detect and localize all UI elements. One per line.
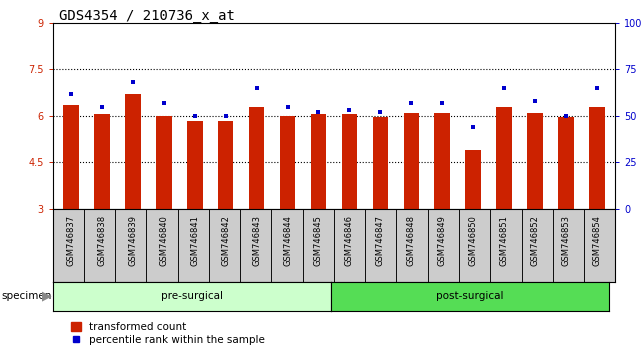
Bar (249, 107, 264, 209)
Point (221, 113, 231, 119)
Bar (156, 116, 172, 209)
Bar (558, 118, 574, 209)
Point (159, 100, 169, 106)
Point (468, 124, 478, 130)
Point (592, 85, 602, 91)
Text: GDS4354 / 210736_x_at: GDS4354 / 210736_x_at (59, 9, 235, 23)
Bar (465, 150, 481, 209)
Bar (63, 105, 79, 209)
Bar (589, 107, 604, 209)
Bar (146, 209, 178, 282)
Bar (115, 209, 146, 282)
Text: GSM746838: GSM746838 (97, 215, 106, 266)
Point (375, 109, 385, 115)
Text: ▶: ▶ (42, 290, 52, 303)
Point (530, 98, 540, 104)
Text: GSM746837: GSM746837 (67, 215, 76, 266)
Text: GSM746840: GSM746840 (160, 215, 169, 266)
Point (344, 108, 354, 113)
Point (251, 85, 262, 91)
Point (190, 113, 200, 119)
Text: GSM746841: GSM746841 (190, 215, 199, 266)
Bar (84, 209, 115, 282)
Bar (334, 209, 365, 282)
Bar (553, 209, 584, 282)
Bar (280, 116, 296, 209)
Bar (271, 209, 303, 282)
Point (313, 109, 324, 115)
Bar (528, 113, 543, 209)
Bar (397, 209, 428, 282)
Text: GSM746846: GSM746846 (345, 215, 354, 266)
Bar (303, 209, 334, 282)
Point (437, 100, 447, 106)
Bar (496, 107, 512, 209)
Bar (365, 209, 397, 282)
Text: pre-surgical: pre-surgical (161, 291, 222, 301)
Bar (94, 114, 110, 209)
Text: GSM746839: GSM746839 (128, 215, 137, 266)
Point (561, 113, 571, 119)
Point (406, 100, 417, 106)
Bar (522, 209, 553, 282)
Bar (125, 94, 140, 209)
Point (97, 104, 107, 109)
Text: GSM746847: GSM746847 (376, 215, 385, 266)
Text: GSM746853: GSM746853 (562, 215, 570, 266)
Bar (490, 209, 522, 282)
Bar (311, 114, 326, 209)
Text: GSM746854: GSM746854 (592, 215, 601, 266)
Text: GSM746851: GSM746851 (499, 215, 508, 266)
Bar (428, 209, 459, 282)
Text: GSM746843: GSM746843 (252, 215, 261, 266)
Bar (178, 209, 209, 282)
Text: GSM746842: GSM746842 (221, 215, 230, 266)
Point (499, 85, 509, 91)
Text: GSM746845: GSM746845 (314, 215, 323, 266)
Text: GSM746849: GSM746849 (438, 215, 447, 266)
Bar (53, 209, 84, 282)
Bar (240, 209, 271, 282)
Text: GSM746844: GSM746844 (283, 215, 292, 266)
Bar (584, 209, 615, 282)
Text: specimen: specimen (1, 291, 52, 301)
Legend: transformed count, percentile rank within the sample: transformed count, percentile rank withi… (71, 322, 265, 345)
Bar (435, 113, 450, 209)
Point (128, 80, 138, 85)
Bar (209, 209, 240, 282)
Text: post-surgical: post-surgical (437, 291, 504, 301)
Point (283, 104, 293, 109)
Bar (218, 121, 233, 209)
Bar (404, 113, 419, 209)
Bar (342, 114, 357, 209)
Text: GSM746850: GSM746850 (469, 215, 478, 266)
Bar (187, 121, 203, 209)
Bar (459, 209, 490, 282)
Text: GSM746852: GSM746852 (531, 215, 540, 266)
Point (66, 91, 76, 96)
Bar (372, 118, 388, 209)
Text: GSM746848: GSM746848 (407, 215, 416, 266)
